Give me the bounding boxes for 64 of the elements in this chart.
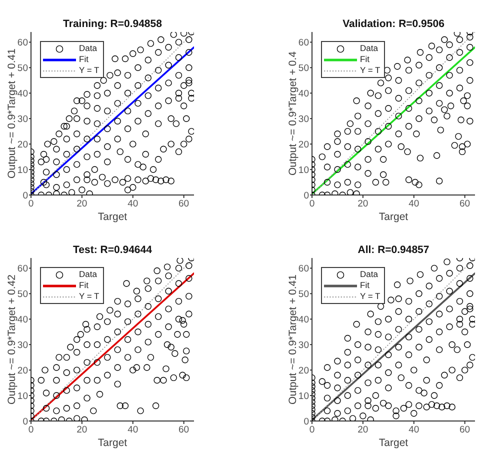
x-tick-label: 60 [460, 424, 470, 436]
x-tick-label: 60 [178, 198, 190, 210]
y-tick-label: 30 [298, 340, 309, 351]
x-axis-title: Target [98, 437, 128, 449]
y-tick-label: 20 [298, 139, 309, 150]
y-tick-label: 0 [304, 190, 309, 202]
legend-label: Fit [360, 280, 370, 291]
y-tick-label: 40 [17, 88, 28, 100]
y-tick-label: 0 [304, 416, 309, 428]
y-tick-label: 10 [17, 164, 28, 176]
x-tick-label: 40 [408, 424, 420, 436]
legend-label: Data [79, 43, 97, 54]
legend-label: Data [79, 269, 97, 280]
y-tick-label: 60 [298, 264, 309, 275]
y-tick-label: 40 [298, 314, 309, 326]
x-tick-label: 20 [76, 198, 88, 210]
y-axis-title: Output ~= 0.9*Target + 0.4 [287, 51, 299, 176]
legend-label: Data [360, 269, 378, 280]
chart-title: Test: R=0.94644 [72, 243, 153, 257]
y-tick-label: 10 [298, 390, 309, 402]
legend-label: Y = T [79, 65, 100, 76]
y-tick-label: 30 [17, 340, 28, 351]
y-axis-title: Output ~= 0.9*Target + 0.41 [6, 48, 18, 178]
y-tick-label: 60 [17, 264, 28, 275]
y-tick-label: 0 [22, 190, 28, 202]
y-tick-label: 20 [17, 365, 28, 376]
y-tick-label: 20 [298, 365, 309, 376]
y-tick-label: 60 [298, 38, 309, 49]
y-axis-title: Output ~= 0.9*Target + 0.42 [6, 274, 18, 404]
legend-label: Fit [79, 280, 88, 291]
x-tick-label: 60 [178, 424, 190, 436]
y-tick-label: 60 [17, 38, 28, 49]
chart-title: All: R=0.94857 [356, 243, 430, 257]
x-tick-label: 20 [76, 424, 88, 436]
y-tick-label: 30 [298, 114, 309, 125]
legend-label: Data [360, 43, 378, 54]
x-tick-label: 20 [358, 424, 368, 436]
x-tick-label: 40 [128, 198, 138, 210]
y-tick-label: 10 [298, 164, 309, 176]
legend-label: Fit [79, 54, 88, 65]
y-tick-label: 50 [17, 63, 28, 74]
x-axis-title: Target [98, 211, 128, 223]
y-tick-label: 50 [17, 289, 28, 300]
y-tick-label: 20 [17, 139, 28, 150]
legend-label: Y = T [79, 291, 100, 302]
legend-label: Fit [360, 54, 370, 65]
x-axis-title: Target [378, 211, 408, 223]
x-axis-title: Target [378, 437, 408, 449]
chart-title: Training: R=0.94858 [62, 17, 163, 31]
y-tick-label: 40 [298, 88, 309, 100]
legend-label: Y = T [360, 291, 380, 302]
y-axis-title: Output ~= 0.9*Target + 0.41 [287, 274, 299, 404]
x-tick-label: 40 [128, 424, 138, 436]
y-tick-label: 0 [22, 416, 28, 428]
y-tick-label: 50 [298, 63, 309, 74]
x-tick-label: 40 [408, 198, 420, 210]
chart-title: Validation: R=0.9506 [342, 17, 446, 31]
y-tick-label: 40 [17, 314, 28, 326]
x-tick-label: 60 [460, 198, 470, 210]
y-tick-label: 30 [17, 114, 28, 125]
y-tick-label: 10 [17, 390, 28, 402]
x-tick-label: 20 [358, 198, 368, 210]
y-tick-label: 50 [298, 289, 309, 300]
legend-label: Y = T [360, 65, 380, 76]
